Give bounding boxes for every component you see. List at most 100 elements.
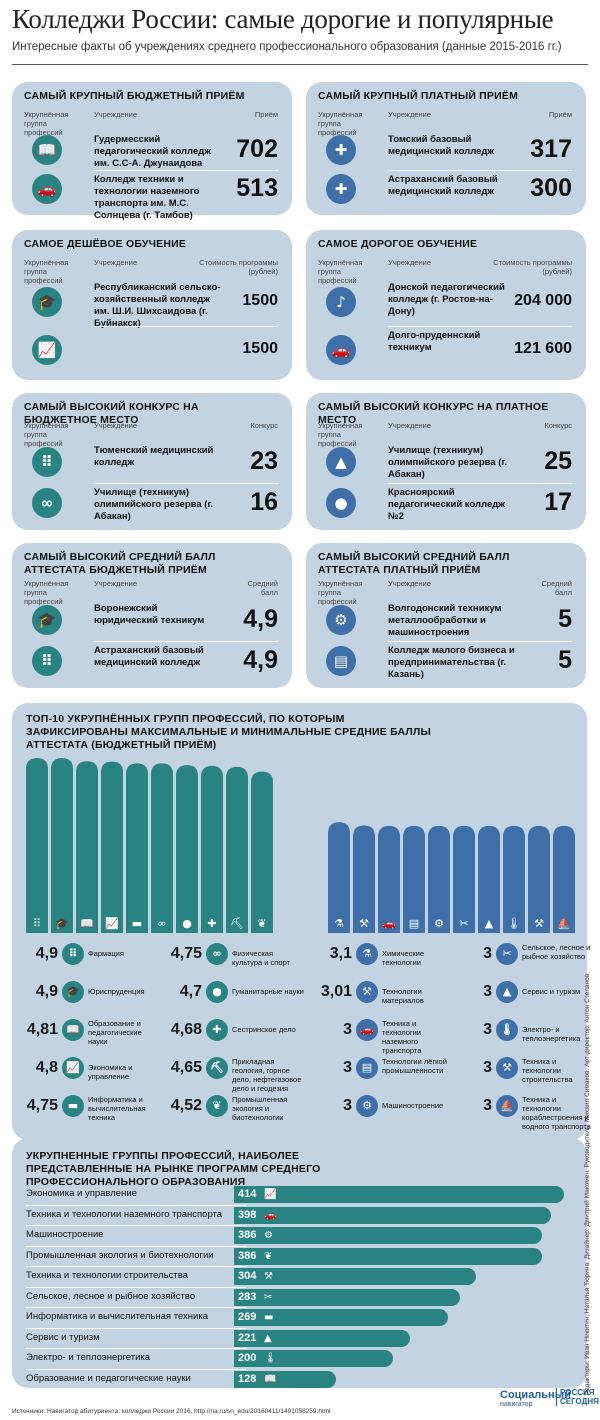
medical-cross-icon: ✚ <box>326 134 356 165</box>
car-icon-glyph: 🚗 <box>37 180 57 199</box>
column-bar <box>353 825 375 933</box>
list-label: Физическая культура и спорт <box>232 949 290 967</box>
car-icon: 🚗 <box>382 917 396 930</box>
column-bar <box>176 765 198 933</box>
medical-cross-icon-glyph: ✚ <box>212 1023 222 1036</box>
hbar-bar <box>234 1247 542 1265</box>
pills-icon: ⠿ <box>32 446 62 477</box>
graduation-cap-icon-glyph: 🎓 <box>37 293 57 311</box>
list-value: 3 <box>343 1059 352 1076</box>
list-value: 4,68 <box>170 1021 202 1038</box>
column-bar <box>126 763 148 933</box>
list-label: Техника и технологии кораблестроения и в… <box>522 1095 591 1131</box>
list-label: Информатика и вычислительная техника <box>88 1095 146 1122</box>
page-subtitle: Интересные факты об учреждениях среднего… <box>12 41 562 53</box>
ship-icon: ⛵ <box>557 917 571 930</box>
mining-cart-icon-glyph: ⛏ <box>210 1061 224 1074</box>
gear-icon-glyph: ⚙ <box>334 610 348 629</box>
row-separator <box>388 326 572 327</box>
metric-value: 513 <box>236 174 278 203</box>
hbar-category-label: Сельское, лесное и рыбное хозяйство <box>26 1290 196 1302</box>
list-label: Юриспруденция <box>88 987 145 996</box>
hbar-separator <box>26 1286 246 1288</box>
tools-cross-icon: ✂ <box>264 1291 273 1303</box>
card-title: САМЫЙ КРУПНЫЙ БЮДЖЕТНЫЙ ПРИЁМ <box>24 90 245 102</box>
graduation-cap-icon: 🎓 <box>32 604 62 635</box>
col-header-group: Укрупнённая группа профессий <box>318 258 363 285</box>
card-paid-competition: САМЫЙ ВЫСОКИЙ КОНКУРС НА ПЛАТНОЕ МЕСТО Ук… <box>306 393 586 530</box>
card-title: САМЫЙ ВЫСОКИЙ СРЕДНИЙ БАЛЛ АТТЕСТАТА БЮД… <box>24 551 216 576</box>
ship-icon-glyph: ⛵ <box>500 1099 514 1112</box>
list-label: Технологии материалов <box>382 987 424 1005</box>
car-icon-glyph: 🚗 <box>360 1023 374 1036</box>
header-divider <box>12 64 588 65</box>
medical-cross-icon-glyph: ✚ <box>334 180 348 199</box>
ria-logo: РОССИЯ СЕГОДНЯ <box>556 1388 600 1406</box>
metric-value: 300 <box>530 174 572 203</box>
institution-name: Волгодонский техникум металлообработки и… <box>388 603 502 638</box>
tent-icon: ▲ <box>264 1332 272 1344</box>
col-header-institution: Учреждение <box>388 421 431 430</box>
column-bar <box>553 825 575 933</box>
list-label: Машиностроение <box>382 1101 444 1110</box>
col-header-group: Укрупнённая группа профессий <box>318 579 363 606</box>
list-label: Сервис и туризм <box>522 987 581 996</box>
carpet-icon: ▤ <box>326 646 356 677</box>
col-header-value: Приём <box>254 110 278 119</box>
mining-cart-icon: ⛏ <box>206 1057 228 1079</box>
column-bar <box>328 822 350 933</box>
carpet-icon: ▤ <box>409 917 419 930</box>
thermometer-icon: 🌡 <box>507 917 521 930</box>
list-value: 3,01 <box>320 983 352 1000</box>
book-icon-glyph: 📖 <box>66 1023 80 1036</box>
institution-name: Астраханский базовый медицинский колледж <box>388 173 498 197</box>
market-panel: УКРУПНЕННЫЕ ГРУППЫ ПРОФЕССИЙ, НАИБОЛЕЕ П… <box>12 1138 587 1388</box>
thermometer-icon: 🌡 <box>264 1353 277 1364</box>
list-label: Электро- и теплоэнергетика <box>522 1025 581 1043</box>
column-bar <box>151 763 173 933</box>
column-bar <box>226 766 248 933</box>
col-header-value: Средний балл <box>247 579 279 597</box>
metric-value: 4,9 <box>243 646 278 675</box>
list-value: 4,65 <box>170 1059 202 1076</box>
hbar-separator <box>26 1225 246 1226</box>
col-header-value: Стоимость программы (рублей) <box>493 258 572 276</box>
col-header-institution: Учреждение <box>388 258 431 267</box>
monitor-icon-glyph: ▬ <box>67 1099 79 1112</box>
book-icon: 📖 <box>264 1373 277 1385</box>
hbar-value: 304 <box>238 1270 257 1282</box>
gear-icon: ⚙ <box>326 604 356 635</box>
col-header-group: Укрупнённая группа профессий <box>318 110 363 137</box>
col-header-institution: Учреждение <box>94 579 137 588</box>
institution-name: Донской педагогический колледж (г. Росто… <box>388 282 505 317</box>
institution-name: Воронежский юридический техникум <box>94 603 205 626</box>
card-title: САМОЕ ДЕШЁВОЕ ОБУЧЕНИЕ <box>24 238 187 250</box>
top10-title: ТОП-10 УКРУПНЁННЫХ ГРУПП ПРОФЕССИЙ, ПО К… <box>26 713 431 751</box>
gear-icon: ⚙ <box>434 917 444 930</box>
hbar-value: 200 <box>238 1352 257 1364</box>
graduation-cap-icon: 🎓 <box>32 287 62 317</box>
col-header-value: Конкурс <box>544 421 572 430</box>
list-value: 4,52 <box>170 1097 202 1114</box>
person-icon: ● <box>182 917 192 930</box>
flask-icon-glyph: ⚗ <box>362 947 372 960</box>
leaf-icon-glyph: ❦ <box>212 1099 222 1112</box>
list-value: 4,81 <box>26 1021 58 1038</box>
list-label: Техника и технологии строительства <box>522 1057 573 1084</box>
chart-icon: 📈 <box>105 917 119 930</box>
col-header-group: Укрупнённая группа профессий <box>24 110 69 137</box>
pills-icon: ⠿ <box>33 917 41 930</box>
row-separator <box>94 640 278 642</box>
col-header-group: Укрупнённая группа профессий <box>24 579 69 606</box>
dumbbell-icon: ∞ <box>157 917 166 930</box>
medical-cross-icon: ✚ <box>326 174 356 205</box>
hbar-bar <box>234 1329 411 1347</box>
chart-icon: 📈 <box>32 335 62 365</box>
hbar-category-label: Сервис и туризм <box>26 1331 100 1343</box>
column-bar <box>503 825 525 933</box>
market-title: УКРУПНЕННЫЕ ГРУППЫ ПРОФЕССИЙ, НАИБОЛЕЕ П… <box>26 1150 321 1188</box>
institution-name: Колледж малого бизнеса и предприниматель… <box>388 644 515 680</box>
column-bar <box>478 825 500 933</box>
tools-cross-icon-glyph: ✂ <box>502 947 512 960</box>
list-label: Гуманитарные науки <box>232 987 304 996</box>
